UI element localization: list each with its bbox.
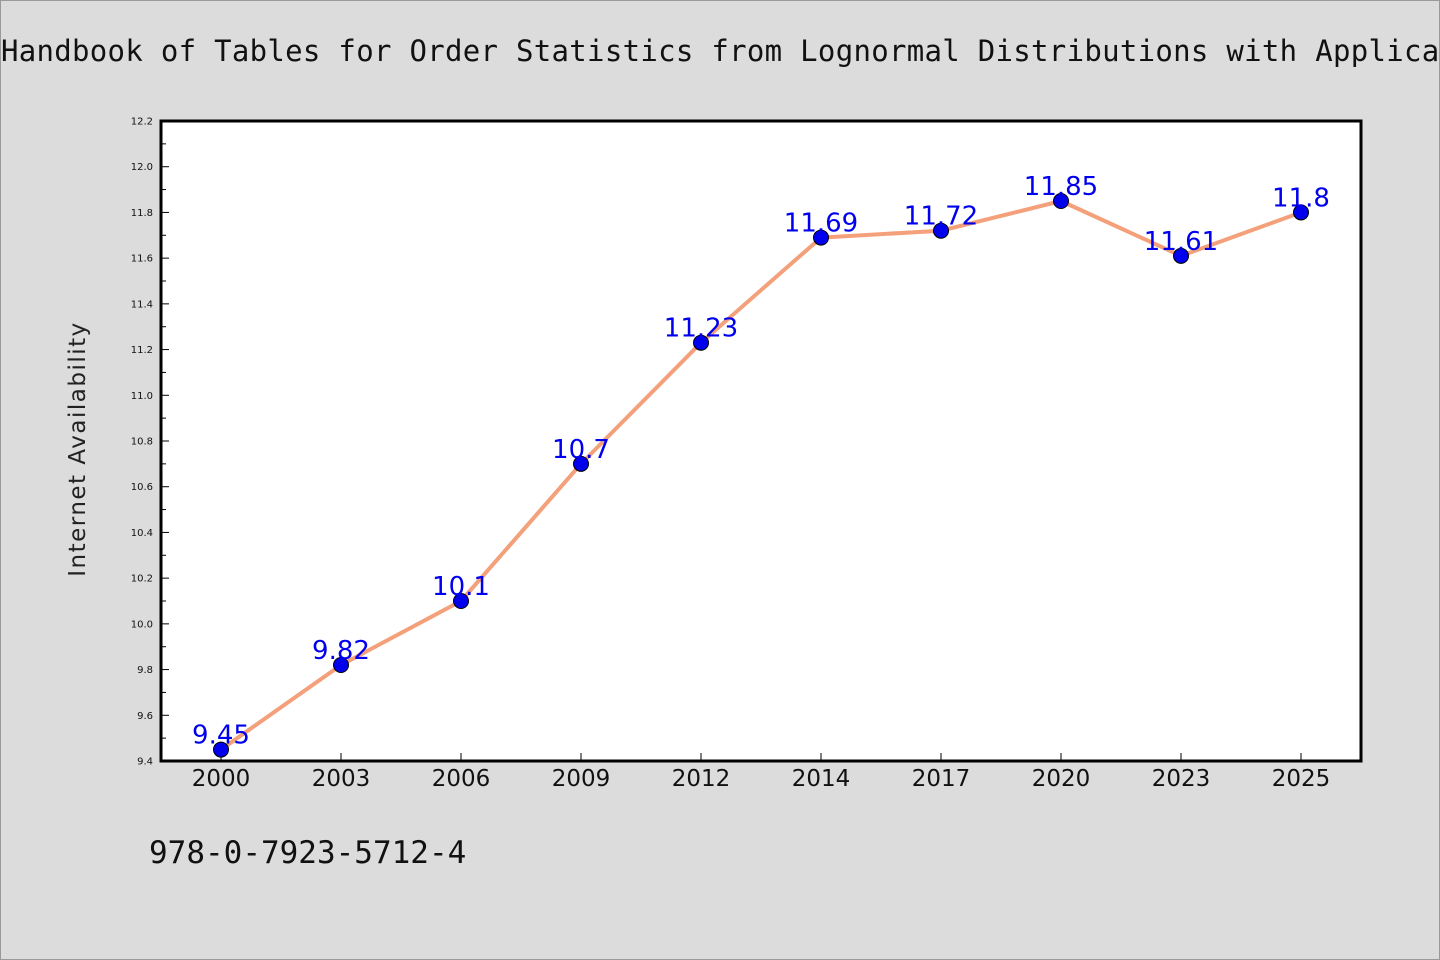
y-tick-label: 11.0 xyxy=(131,391,153,402)
x-tick-label: 2012 xyxy=(672,766,731,792)
data-label: 10.1 xyxy=(432,572,490,602)
y-axis-label: Internet Availability xyxy=(65,321,91,577)
data-label: 11.72 xyxy=(904,202,978,232)
y-tick-label: 9.4 xyxy=(137,757,153,768)
data-point xyxy=(453,593,469,609)
data-label: 11.61 xyxy=(1144,227,1218,257)
y-tick-label: 12.0 xyxy=(131,162,153,173)
x-tick-label: 2014 xyxy=(792,766,851,792)
data-point xyxy=(933,222,949,239)
data-point xyxy=(1293,204,1309,221)
data-label: 11.69 xyxy=(784,209,858,239)
x-tick-label: 2023 xyxy=(1152,766,1211,792)
y-tick-label: 9.6 xyxy=(137,711,153,722)
y-tick-label: 11.2 xyxy=(131,345,153,356)
x-tick-label: 2003 xyxy=(312,766,371,792)
data-label: 11.85 xyxy=(1024,172,1098,202)
y-tick-label: 10.8 xyxy=(131,437,153,448)
data-label: 10.7 xyxy=(552,435,610,465)
data-point xyxy=(213,741,229,758)
series-layer: 9.45 9.82 10.1 10.7 11.23 11.69 11.72 11.85 11.6… xyxy=(192,172,1330,758)
x-axis: 2000 2003 2006 2009 2012 2014 2017 2020 2023 2025 xyxy=(192,753,1331,792)
chart-title: Handbook of Tables for Order Statistics … xyxy=(1,34,1439,68)
y-tick-label: 12.2 xyxy=(131,117,153,128)
isbn-annotation: 978-0-7923-5712-4 xyxy=(149,835,467,871)
data-point xyxy=(1173,247,1189,264)
data-point xyxy=(333,657,349,673)
data-point xyxy=(693,334,709,351)
y-axis: 9.4 9.6 9.8 10.0 10.2 10.4 10.6 10.8 11.0 11.2 11.… xyxy=(131,117,169,768)
y-tick-label: 10.6 xyxy=(131,482,153,493)
y-tick-label: 10.4 xyxy=(131,528,153,539)
y-tick-label: 9.8 xyxy=(137,665,153,676)
data-point xyxy=(1053,193,1069,209)
x-tick-label: 2000 xyxy=(192,766,251,792)
y-tick-label: 11.8 xyxy=(131,208,153,219)
x-tick-label: 2006 xyxy=(432,766,491,792)
y-tick-label: 10.2 xyxy=(131,574,153,585)
x-tick-label: 2020 xyxy=(1032,766,1091,792)
data-point xyxy=(573,455,589,472)
data-label: 9.82 xyxy=(312,636,370,666)
x-tick-label: 2017 xyxy=(912,766,971,792)
data-point xyxy=(813,229,829,246)
y-tick-label: 11.4 xyxy=(131,299,153,310)
y-tick-label: 10.0 xyxy=(131,619,153,630)
y-tick-label: 11.6 xyxy=(131,254,153,265)
x-tick-label: 2025 xyxy=(1272,766,1331,792)
data-label: 11.8 xyxy=(1272,183,1330,213)
x-tick-label: 2009 xyxy=(552,766,611,792)
data-label: 11.23 xyxy=(664,314,738,344)
data-label: 9.45 xyxy=(192,721,250,751)
series-line xyxy=(219,199,1302,752)
